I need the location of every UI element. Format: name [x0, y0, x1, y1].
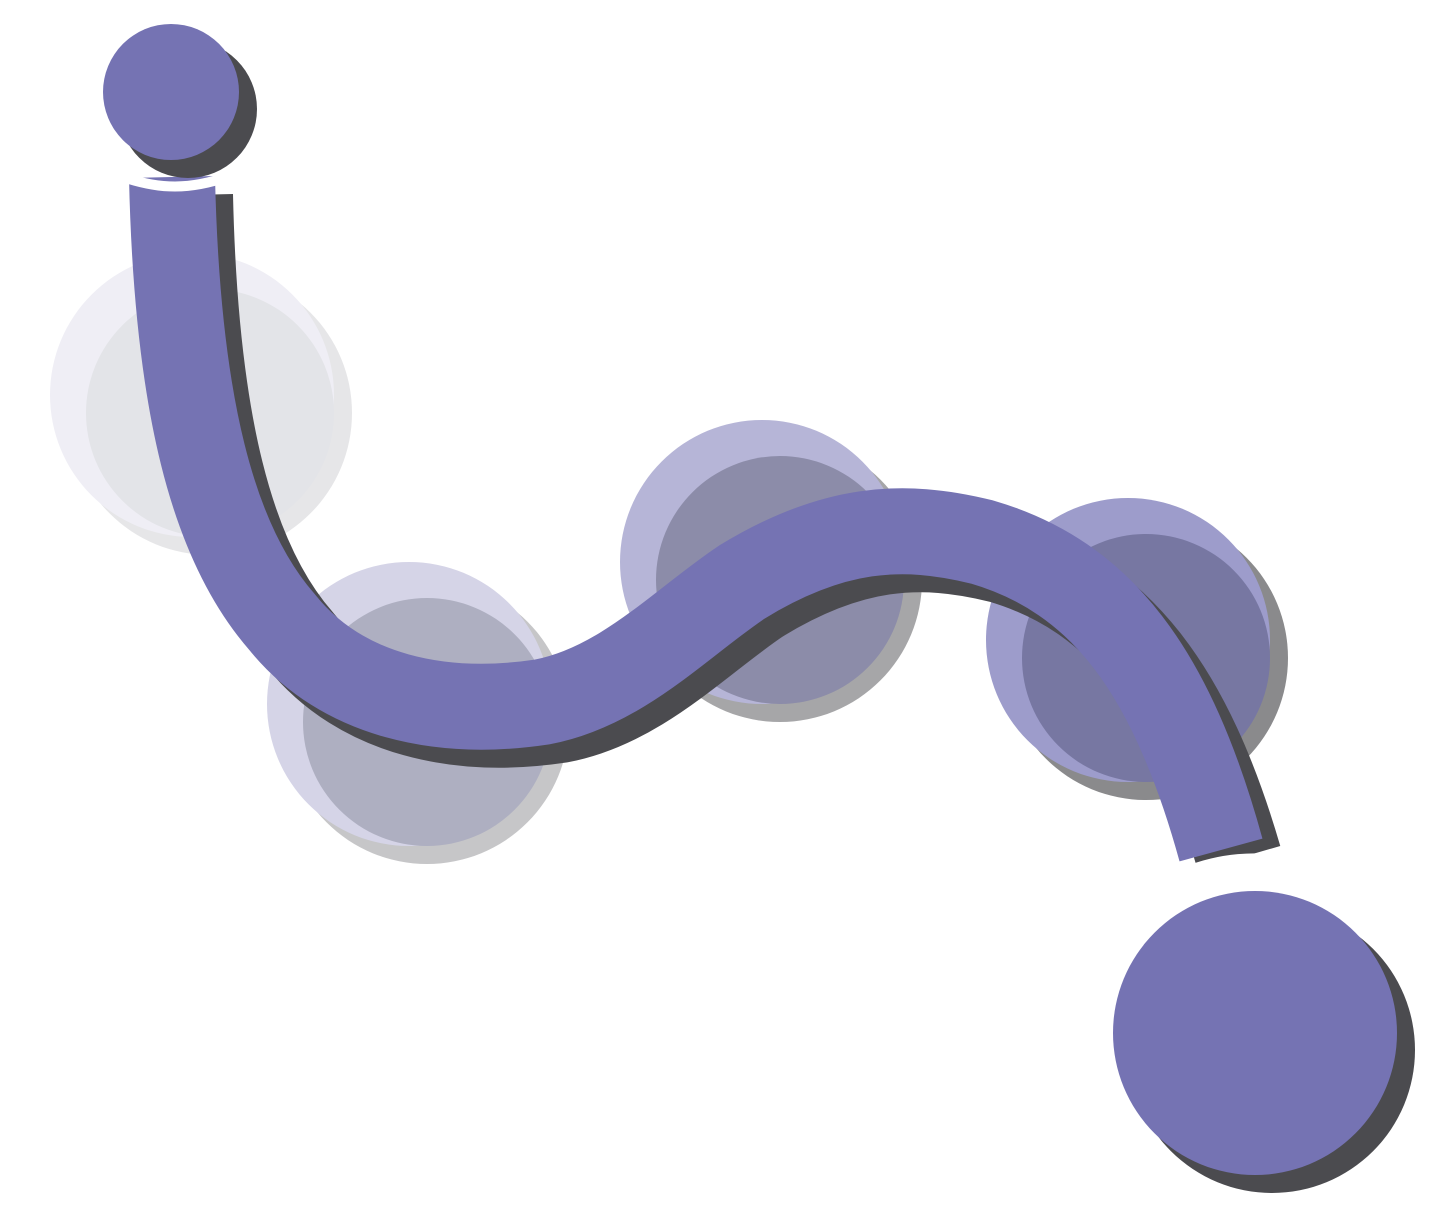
end-point-dot	[1113, 891, 1415, 1193]
end-gap	[1183, 853, 1296, 877]
motion-path-curve	[129, 176, 1263, 862]
start-gap	[118, 171, 232, 192]
start-point-dot	[103, 24, 257, 178]
